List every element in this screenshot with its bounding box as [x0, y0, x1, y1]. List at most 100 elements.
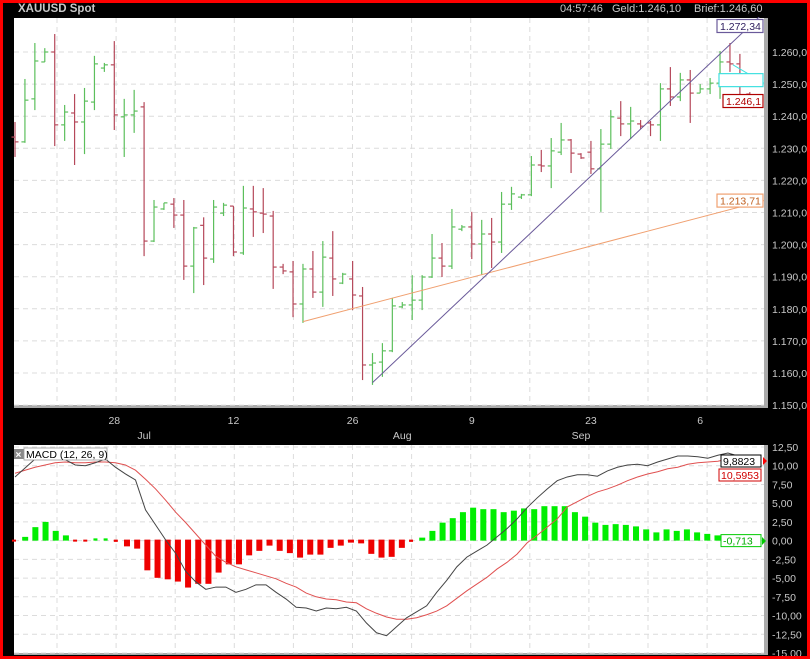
histogram-bar — [174, 539, 181, 582]
ohlc-bar — [110, 41, 118, 131]
macd-marker-icon — [763, 457, 767, 465]
quote-time: 04:57:46 — [560, 3, 603, 15]
histogram-bar — [347, 539, 354, 543]
ohlc-bar — [309, 251, 317, 298]
histogram-bar — [622, 524, 629, 541]
signal-value-box — [718, 468, 762, 482]
histogram-bar — [592, 522, 599, 541]
price-axis: 1.150,00 1.160,00 1.170,00 1.180,00 1.190,00… — [772, 47, 810, 412]
histogram-bar — [694, 532, 701, 541]
histogram-bar — [256, 539, 263, 551]
ohlc-bar — [607, 110, 615, 149]
ohlc-bar — [676, 72, 684, 102]
last-price-tag: 1.246,1 — [726, 96, 761, 108]
ohlc-bar — [527, 156, 535, 197]
ohlc-bar — [696, 84, 704, 94]
ohlc-bar — [51, 34, 59, 147]
ohlc-bar — [408, 275, 416, 321]
date-axis-separator — [14, 405, 768, 408]
histogram-bar — [337, 539, 344, 546]
ohlc-bar — [249, 185, 257, 237]
ohlc-bar — [349, 260, 357, 311]
ohlc-bar — [418, 275, 426, 311]
purple-trend-tag-box — [716, 18, 764, 34]
trendline-orange — [302, 200, 765, 323]
ohlc-bar — [388, 297, 396, 353]
ohlc-bar — [21, 78, 29, 143]
date-tick-label: 9 — [469, 415, 475, 427]
macd-line — [14, 452, 749, 637]
ohlc-bar — [508, 186, 515, 210]
ohlc-bar — [239, 185, 247, 255]
histogram-bar — [327, 539, 334, 548]
macd-tick-label: 5,00 — [772, 498, 793, 510]
cyan-trend-tag-box — [718, 73, 764, 88]
quote-ask: Brief:1.246,60 — [694, 3, 763, 15]
histogram-bar — [612, 524, 619, 541]
price-tick-label: 1.180,00 — [772, 304, 810, 316]
histogram-bar — [470, 507, 477, 541]
ohlc-bar — [706, 78, 714, 95]
last-price-tag-box — [722, 93, 764, 109]
macd-tick-label: -7,50 — [772, 592, 796, 604]
ohlc-bar — [120, 98, 128, 157]
histogram-bar — [378, 539, 385, 558]
ohlc-bar — [498, 191, 506, 253]
ohlc-bar — [299, 263, 307, 323]
macd-tick-label: -12,50 — [772, 629, 802, 641]
ohlc-bar — [229, 205, 237, 257]
histogram-bar — [144, 539, 151, 571]
histogram-bar — [409, 539, 414, 542]
ohlc-bar — [220, 202, 228, 217]
histogram-bar — [185, 539, 192, 588]
ohlc-bar — [478, 219, 486, 276]
histogram-bar — [429, 530, 436, 541]
price-tick-label: 1.160,00 — [772, 368, 810, 380]
histogram-bar — [286, 539, 293, 554]
macd-close-button[interactable] — [14, 449, 24, 459]
histogram-bar — [22, 536, 29, 541]
histogram-bar — [653, 532, 660, 541]
quote-bid: Geld:1.246,10 — [612, 3, 681, 15]
histogram-bar — [164, 539, 171, 580]
macd-tick-label: -10,00 — [772, 611, 802, 623]
histogram-bar — [449, 518, 456, 541]
histogram-bar — [134, 539, 141, 549]
ohlc-bar — [488, 217, 496, 269]
ohlc-bar — [190, 226, 198, 294]
ohlc-bar — [587, 140, 595, 174]
histogram-bar — [561, 506, 568, 541]
histogram-bar — [571, 512, 578, 541]
ohlc-bar — [130, 89, 138, 133]
histogram-bar — [205, 539, 212, 584]
ohlc-bar — [468, 211, 476, 260]
ohlc-bar — [210, 199, 218, 263]
price-scroll-edge[interactable] — [764, 18, 768, 407]
histogram-bar — [643, 529, 650, 541]
ohlc-bar — [726, 43, 734, 72]
ohlc-bar — [537, 149, 545, 173]
ohlc-bar — [438, 242, 446, 278]
ohlc-bar — [200, 217, 208, 286]
price-tick-label: 1.170,00 — [772, 336, 810, 348]
histogram-bar — [215, 539, 222, 573]
ohlc-bar — [339, 272, 347, 285]
histogram-bar — [195, 539, 202, 584]
ohlc-bar — [31, 43, 39, 111]
histogram-bar — [307, 539, 314, 555]
histogram-bar — [225, 539, 232, 565]
histogram-bar — [154, 539, 161, 578]
histogram-bar — [510, 510, 517, 541]
close-icon[interactable]: × — [16, 450, 22, 461]
macd-scroll-edge[interactable] — [764, 445, 768, 655]
date-tick-label: 23 — [585, 415, 597, 427]
price-grid — [14, 18, 764, 406]
histogram-bar — [714, 535, 721, 541]
macd-tick-label: -5,00 — [772, 573, 796, 585]
histogram-bar — [368, 539, 375, 554]
histogram-bar — [419, 537, 426, 541]
price-tick-label: 1.230,00 — [772, 143, 810, 155]
macd-value-box — [720, 454, 762, 468]
